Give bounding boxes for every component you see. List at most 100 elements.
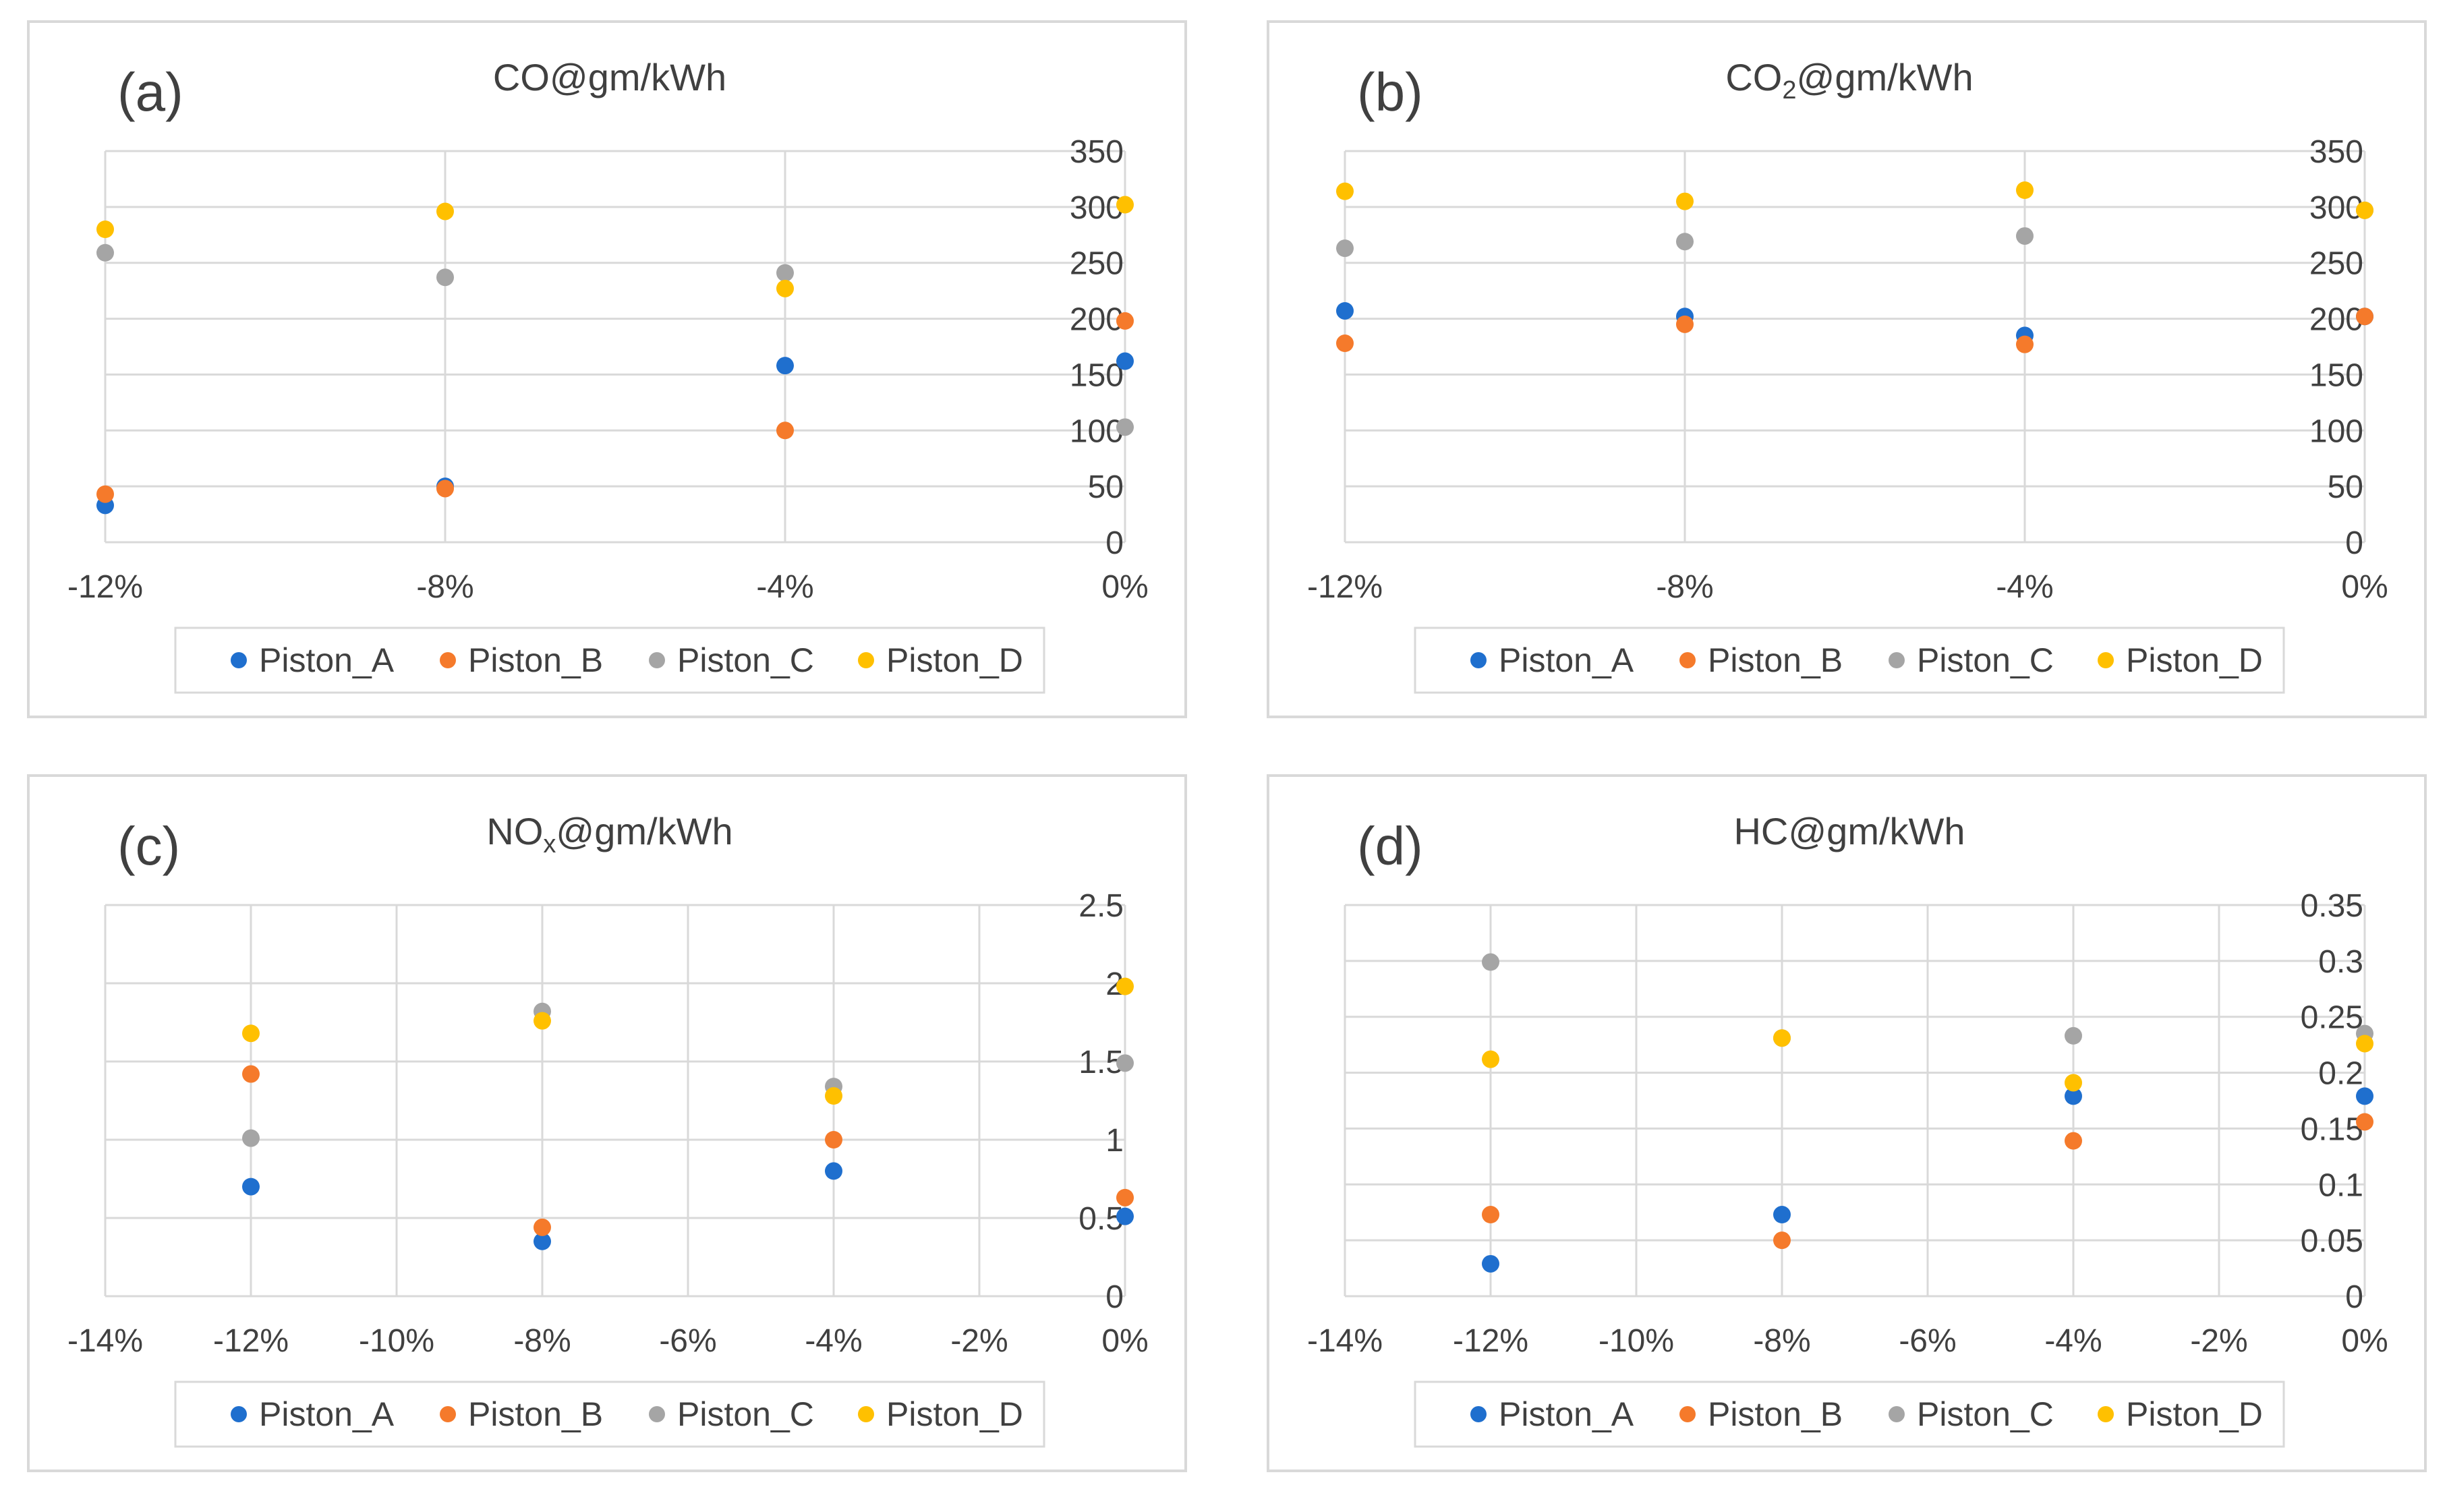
data-point-piston_d — [2356, 201, 2373, 219]
x-tick-label: 0% — [1101, 1323, 1148, 1359]
legend: Piston_A Piston_B Piston_C Piston_D — [174, 1380, 1045, 1448]
data-point-piston_c — [242, 1129, 260, 1147]
data-point-piston_c — [1116, 418, 1134, 436]
data-point-piston_b — [825, 1131, 842, 1148]
chart-panel-a: (a) CO@gm/kWh 0 50 100 150 200 250 300 350 -12% -8%… — [27, 20, 1187, 718]
legend-box — [1414, 1380, 2285, 1448]
x-tick-label: 0% — [2341, 569, 2388, 605]
legend-marker-piston_b — [440, 1406, 456, 1422]
x-tick-label: -4% — [756, 569, 813, 605]
x-tick-label: 0% — [1101, 569, 1148, 605]
data-point-piston_d — [1773, 1029, 1791, 1047]
title-part: @gm/kWh — [1796, 56, 1973, 98]
y-tick-label: 350 — [1070, 134, 1124, 170]
y-tick-label: 200 — [2309, 302, 2363, 338]
data-point-piston_c — [776, 264, 794, 282]
legend-label-piston_b: Piston_B — [1708, 1395, 1843, 1433]
legend-marker-piston_b — [1679, 1406, 1696, 1422]
x-tick-label: -8% — [1753, 1323, 1810, 1359]
data-point-piston_c — [2016, 227, 2034, 245]
data-point-piston_b — [2065, 1132, 2082, 1150]
legend: Piston_A Piston_B Piston_C Piston_D — [1414, 1380, 2285, 1448]
title-part: 2 — [1782, 76, 1796, 105]
legend-label-piston_a: Piston_A — [259, 641, 395, 679]
y-tick-label: 250 — [2309, 246, 2363, 282]
data-point-piston_d — [1336, 182, 1354, 200]
panel-label: (d) — [1357, 816, 1423, 876]
y-tick-label: 0 — [2345, 525, 2363, 561]
chart-title: CO@gm/kWh — [493, 56, 726, 98]
chart-title: NOx@gm/kWh — [486, 810, 732, 859]
legend-marker-piston_c — [1889, 652, 1905, 668]
data-point-piston_c — [1116, 1054, 1134, 1072]
legend-marker-piston_a — [231, 1406, 247, 1422]
data-point-piston_a — [1116, 1207, 1134, 1225]
chart-title: HC@gm/kWh — [1733, 810, 1965, 852]
data-point-piston_a — [1482, 1254, 1499, 1273]
y-tick-label: 0.35 — [2301, 888, 2363, 924]
data-point-piston_b — [1116, 312, 1134, 330]
x-tick-label: -6% — [1899, 1323, 1956, 1359]
x-tick-label: -14% — [67, 1323, 143, 1359]
x-tick-label: -4% — [2044, 1323, 2102, 1359]
y-tick-label: 0.3 — [2318, 944, 2363, 980]
y-tick-label: 100 — [1070, 413, 1124, 449]
y-tick-label: 0.15 — [2301, 1111, 2363, 1147]
x-tick-label: -12% — [213, 1323, 289, 1359]
legend-label-piston_a: Piston_A — [259, 1395, 395, 1433]
y-tick-label: 150 — [2309, 357, 2363, 393]
data-point-piston_a — [776, 357, 794, 375]
data-point-piston_b — [1773, 1231, 1791, 1250]
chart-panel-d: (d) HC@gm/kWh 0 0.05 0.1 0.15 0.2 0.25 0.3 0.35 -1… — [1267, 774, 2427, 1472]
chart-panel-c: (c) NOx@gm/kWh 0 0.5 1 1.5 2 2.5 -14% -12% -10% -8%… — [27, 774, 1187, 1472]
legend-label-piston_b: Piston_B — [1708, 641, 1843, 679]
data-point-piston_d — [534, 1012, 551, 1030]
data-point-piston_b — [436, 479, 454, 498]
legend-marker-piston_c — [1889, 1406, 1905, 1422]
x-tick-label: -4% — [1996, 569, 2053, 605]
legend-label-piston_c: Piston_C — [677, 1395, 814, 1433]
chart-svg: (a) CO@gm/kWh 0 50 100 150 200 250 300 350 -12% -8%… — [67, 56, 1149, 694]
data-point-piston_a — [1773, 1206, 1791, 1224]
x-tick-label: -10% — [359, 1323, 434, 1359]
y-tick-label: 350 — [2309, 134, 2363, 170]
title-part: CO — [1725, 56, 1782, 98]
legend-marker-piston_d — [2098, 652, 2114, 668]
data-point-piston_d — [2065, 1074, 2082, 1092]
y-tick-label: 2.5 — [1078, 888, 1124, 924]
legend-label-piston_a: Piston_A — [1499, 641, 1634, 679]
y-tick-label: 300 — [1070, 190, 1124, 226]
chart-svg: (b) CO2@gm/kWh 0 50 100 150 200 250 300 350 -12% -8… — [1307, 56, 2388, 694]
y-tick-label: 0 — [1105, 1279, 1124, 1315]
title-part: NO — [486, 810, 543, 852]
data-point-piston_b — [1676, 315, 1694, 333]
legend-box — [1414, 627, 2285, 694]
data-point-piston_b — [534, 1218, 551, 1236]
legend-label-piston_b: Piston_B — [468, 641, 603, 679]
x-tick-label: -4% — [805, 1323, 862, 1359]
y-tick-label: 0.05 — [2301, 1223, 2363, 1259]
legend-marker-piston_d — [2098, 1406, 2114, 1422]
data-point-piston_c — [1676, 233, 1694, 251]
data-point-piston_a — [1116, 352, 1134, 370]
y-tick-label: 0.2 — [2318, 1056, 2363, 1092]
x-tick-label: -12% — [1307, 569, 1383, 605]
data-point-piston_d — [776, 279, 794, 297]
legend-box — [174, 1380, 1045, 1448]
data-point-piston_c — [96, 243, 114, 262]
data-point-piston_b — [242, 1065, 260, 1083]
data-point-piston_c — [436, 268, 454, 287]
x-tick-label: -2% — [2190, 1323, 2247, 1359]
legend-label-piston_c: Piston_C — [1917, 641, 2054, 679]
data-point-piston_b — [1336, 335, 1354, 353]
title-part: CO@gm/kWh — [493, 56, 726, 98]
data-point-piston_d — [1482, 1050, 1499, 1068]
data-point-piston_d — [2356, 1035, 2373, 1053]
panel-label: (a) — [117, 62, 183, 122]
panel-label: (c) — [117, 816, 180, 876]
panel-label: (b) — [1357, 62, 1423, 122]
y-tick-label: 0 — [2345, 1279, 2363, 1315]
chart-title: CO2@gm/kWh — [1725, 56, 1973, 105]
x-tick-label: -10% — [1599, 1323, 1674, 1359]
data-point-piston_a — [2065, 1087, 2082, 1105]
